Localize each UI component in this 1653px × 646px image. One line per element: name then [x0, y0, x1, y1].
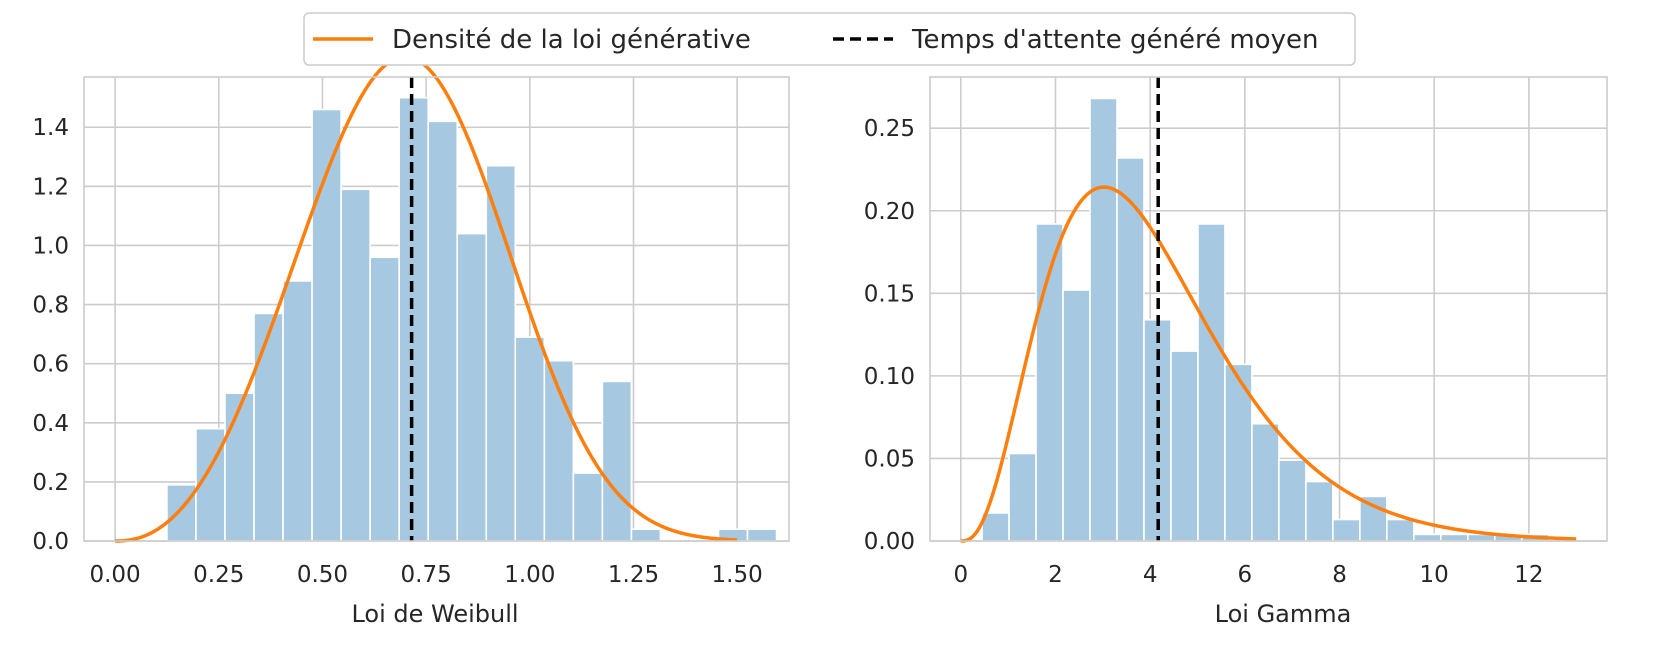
weibull-panel: 0.00 0.25 0.50 0.75 1.00 1.25 1.50 0.00.20.40.…	[32, 55, 790, 628]
weibull-y-tick-label: 0.4	[32, 411, 69, 437]
weibull-y-tick-label: 1.0	[32, 233, 69, 259]
gamma-x-tick-label: 8	[1332, 562, 1347, 588]
weibull-histogram-bar	[340, 188, 371, 542]
gamma-histogram-bar	[1251, 422, 1280, 542]
gamma-y-tick-label: 0.20	[864, 199, 915, 225]
gamma-density-curve	[960, 185, 1577, 543]
weibull-histogram-bar	[572, 472, 604, 542]
weibull-x-tick-label: 1.50	[712, 562, 763, 588]
weibull-histogram-bar	[253, 312, 284, 542]
weibull-x-tick-label: 1.25	[608, 562, 659, 588]
gamma-x-tick-label: 10	[1420, 562, 1449, 588]
weibull-y-tick-label: 1.4	[32, 115, 69, 141]
weibull-density-curve	[115, 55, 738, 543]
gamma-plot-frame	[929, 76, 1608, 542]
weibull-histogram-bar	[746, 528, 778, 542]
weibull-frame	[83, 76, 790, 542]
weibull-histogram-bar	[369, 256, 400, 542]
gamma-histogram-bar	[1062, 289, 1091, 542]
gamma-y-tick-label: 0.05	[864, 446, 915, 472]
weibull-y-tick-label: 1.2	[32, 174, 69, 200]
gamma-y-tick-label: 0.00	[864, 529, 915, 555]
weibull-histogram-bar	[398, 96, 430, 542]
gamma-y-ticks: 0.00 0.05 0.10 0.15 0.20 0.25	[864, 116, 915, 555]
gamma-histogram-bar	[1278, 459, 1307, 542]
weibull-y-tick-label: 0.8	[32, 293, 69, 319]
gamma-histogram-bar	[1116, 157, 1145, 542]
gamma-x-tick-label: 4	[1143, 562, 1158, 588]
gamma-histogram-bar	[1008, 452, 1037, 542]
weibull-x-tick-label: 0.25	[193, 562, 244, 588]
gamma-histogram-bar	[1440, 533, 1469, 542]
weibull-histogram	[166, 96, 778, 542]
gamma-y-tick-label: 0.25	[864, 116, 915, 142]
gamma-histogram-bar	[1386, 518, 1415, 542]
gamma-x-tick-label: 2	[1048, 562, 1063, 588]
legend: Densité de la loi générative Temps d'att…	[303, 12, 1356, 66]
gamma-histogram-bar	[1170, 350, 1199, 542]
weibull-x-tick-label: 0.00	[89, 562, 140, 588]
weibull-plot-frame	[83, 76, 790, 542]
gamma-histogram-bar	[1332, 518, 1361, 542]
weibull-histogram-bar	[166, 484, 197, 542]
weibull-y-tick-label: 0.0	[32, 529, 69, 555]
gamma-histogram-bar	[1413, 533, 1442, 542]
gamma-x-tick-label: 6	[1238, 562, 1253, 588]
gamma-x-axis-label: Loi Gamma	[1215, 600, 1352, 628]
weibull-y-tick-label: 0.6	[32, 352, 69, 378]
gamma-y-tick-label: 0.10	[864, 364, 915, 390]
weibull-histogram-bar	[514, 336, 546, 542]
legend-mean-label: Temps d'attente généré moyen	[911, 25, 1318, 55]
gamma-histogram-bar	[1305, 480, 1334, 542]
gamma-density-line	[960, 185, 1577, 543]
weibull-histogram-bar	[224, 392, 255, 542]
weibull-y-tick-label: 0.2	[32, 470, 69, 496]
weibull-y-ticks: 0.0 0.2 0.4 0.6 0.8 1.0 1.2 1.4	[32, 115, 69, 555]
weibull-x-axis-label: Loi de Weibull	[351, 600, 518, 628]
weibull-x-tick-label: 0.50	[297, 562, 348, 588]
gamma-x-tick-label: 12	[1514, 562, 1543, 588]
gamma-panel: 0 2 4 6 8 10 12 0.00 0.05 0.10 0.15 0.20 0.25 Loi G…	[864, 76, 1608, 628]
weibull-histogram-bar	[630, 528, 662, 542]
gamma-histogram-bar	[1197, 223, 1226, 542]
weibull-histogram-bar	[427, 120, 459, 542]
gamma-frame	[929, 76, 1608, 542]
weibull-density-line	[115, 55, 738, 543]
gamma-histogram-bar	[1089, 97, 1118, 542]
weibull-histogram-bar	[456, 232, 488, 542]
weibull-histogram-bar	[282, 280, 313, 542]
weibull-histogram-bar	[601, 380, 633, 542]
gamma-y-tick-label: 0.15	[864, 281, 915, 307]
weibull-x-tick-label: 0.75	[401, 562, 452, 588]
gamma-x-ticks: 0 2 4 6 8 10 12	[953, 562, 1543, 588]
weibull-x-tick-label: 1.00	[504, 562, 555, 588]
legend-density-label: Densité de la loi générative	[392, 25, 751, 55]
weibull-x-ticks: 0.00 0.25 0.50 0.75 1.00 1.25 1.50	[89, 562, 762, 588]
gamma-x-tick-label: 0	[953, 562, 968, 588]
legend-box	[303, 12, 1356, 66]
